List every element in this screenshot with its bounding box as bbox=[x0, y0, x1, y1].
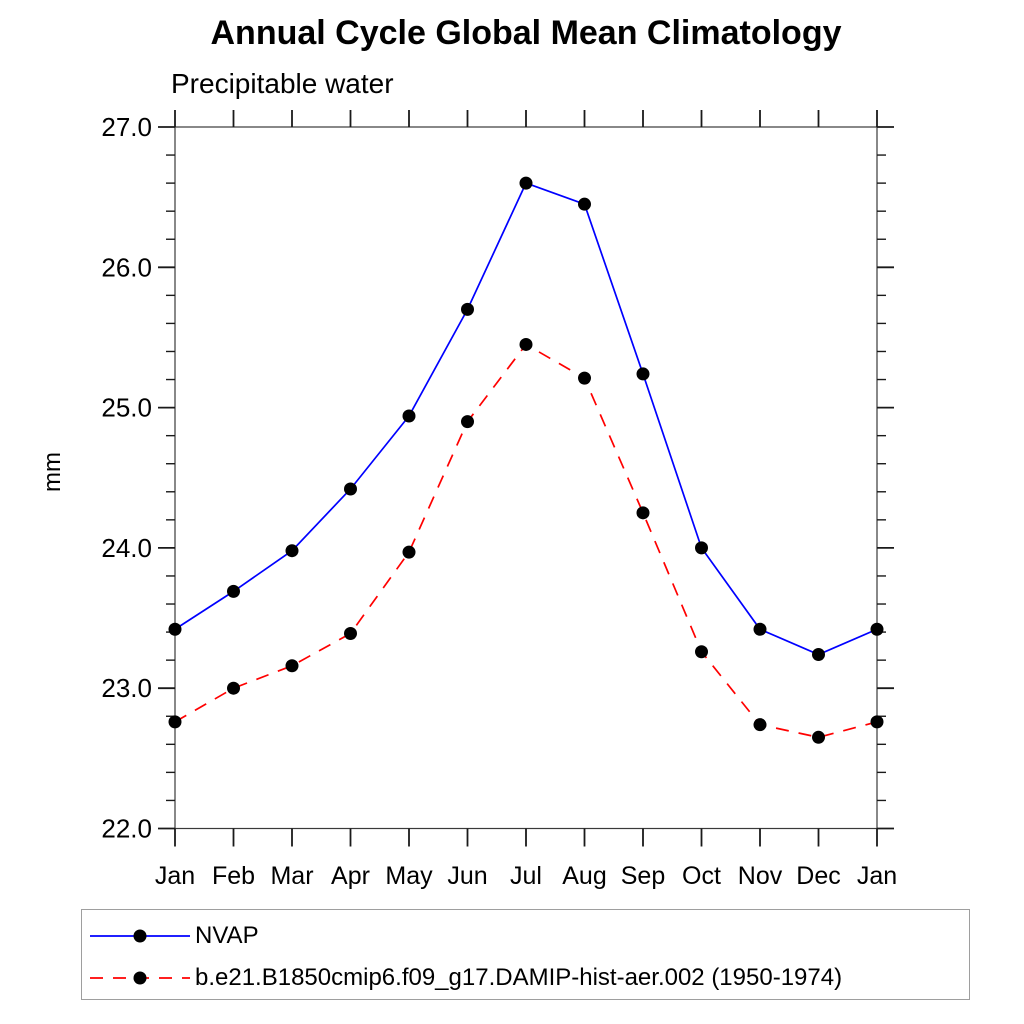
data-point-marker bbox=[168, 715, 182, 729]
x-axis bbox=[174, 110, 878, 847]
x-tick-label: Jul bbox=[510, 862, 542, 890]
data-point-marker bbox=[285, 544, 299, 558]
x-tick-label: Oct bbox=[682, 862, 721, 890]
series-nvap bbox=[168, 176, 884, 662]
x-tick-label: Apr bbox=[331, 862, 370, 890]
plot-box bbox=[174, 126, 878, 830]
data-point-marker bbox=[227, 681, 240, 695]
y-tick-label: 24.0 bbox=[101, 533, 152, 563]
y-axis-label: mm bbox=[39, 452, 66, 492]
series-line bbox=[174, 343, 878, 739]
data-point-marker bbox=[227, 584, 240, 598]
data-point-marker bbox=[519, 337, 533, 351]
legend: NVAP b.e21.B1850cmip6.f09_g17.DAMIP-hist… bbox=[81, 909, 970, 1000]
x-tick-label: Dec bbox=[796, 862, 840, 890]
legend-label-model: b.e21.B1850cmip6.f09_g17.DAMIP-hist-aer.… bbox=[195, 964, 843, 991]
data-point-marker bbox=[461, 302, 474, 316]
data-point-marker bbox=[695, 541, 708, 555]
x-tick-label: Jan bbox=[155, 862, 195, 890]
x-tick-label: May bbox=[385, 862, 433, 890]
legend-entry-nvap: NVAP bbox=[88, 915, 969, 957]
x-tick-label: Feb bbox=[212, 862, 255, 890]
y-tick-label: 27.0 bbox=[101, 112, 152, 142]
y-tick-label: 25.0 bbox=[101, 393, 152, 423]
data-point-marker bbox=[636, 367, 650, 381]
chart-title: Annual Cycle Global Mean Climatology bbox=[210, 14, 842, 52]
x-tick-label: Mar bbox=[270, 862, 313, 890]
data-point-marker bbox=[578, 371, 591, 385]
series-model bbox=[168, 337, 884, 744]
data-point-marker bbox=[344, 482, 357, 496]
data-point-marker bbox=[168, 622, 182, 636]
data-point-marker bbox=[519, 176, 533, 190]
series-line bbox=[174, 182, 878, 656]
x-tick-label: Jan bbox=[857, 862, 897, 890]
data-point-marker bbox=[812, 730, 825, 744]
data-point-marker bbox=[753, 622, 767, 636]
data-point-marker bbox=[636, 506, 650, 520]
y-axis-labels: 22.0 23.0 24.0 25.0 26.0 27.0 bbox=[101, 112, 152, 844]
data-point-marker bbox=[870, 622, 884, 636]
data-point-marker bbox=[812, 648, 825, 662]
legend-line-sample-solid bbox=[90, 929, 190, 943]
x-tick-label: Sep bbox=[621, 862, 665, 890]
y-tick-label: 22.0 bbox=[101, 814, 152, 844]
x-tick-label: Jun bbox=[447, 862, 487, 890]
data-point-marker bbox=[695, 645, 708, 659]
x-axis-labels: Jan Feb Mar Apr May Jun Jul Aug Sep Oct Nov Dec Jan bbox=[155, 862, 897, 890]
legend-label-nvap: NVAP bbox=[195, 922, 259, 949]
data-point-marker bbox=[285, 659, 299, 673]
data-point-marker bbox=[461, 415, 474, 429]
chart-subtitle: Precipitable water bbox=[171, 68, 394, 99]
data-point-marker bbox=[870, 715, 884, 729]
legend-line-sample-dashed bbox=[90, 971, 190, 985]
x-tick-label: Nov bbox=[738, 862, 783, 890]
data-point-marker bbox=[402, 409, 416, 423]
data-point-marker bbox=[578, 197, 591, 211]
y-axis bbox=[158, 126, 894, 830]
legend-entry-model: b.e21.B1850cmip6.f09_g17.DAMIP-hist-aer.… bbox=[88, 957, 969, 999]
y-axis-minor-ticks bbox=[166, 154, 886, 802]
y-tick-label: 23.0 bbox=[101, 673, 152, 703]
data-point-marker bbox=[344, 626, 357, 640]
y-tick-label: 26.0 bbox=[101, 252, 152, 282]
data-point-marker bbox=[402, 545, 416, 559]
x-tick-label: Aug bbox=[562, 862, 606, 890]
data-point-marker bbox=[753, 718, 767, 732]
